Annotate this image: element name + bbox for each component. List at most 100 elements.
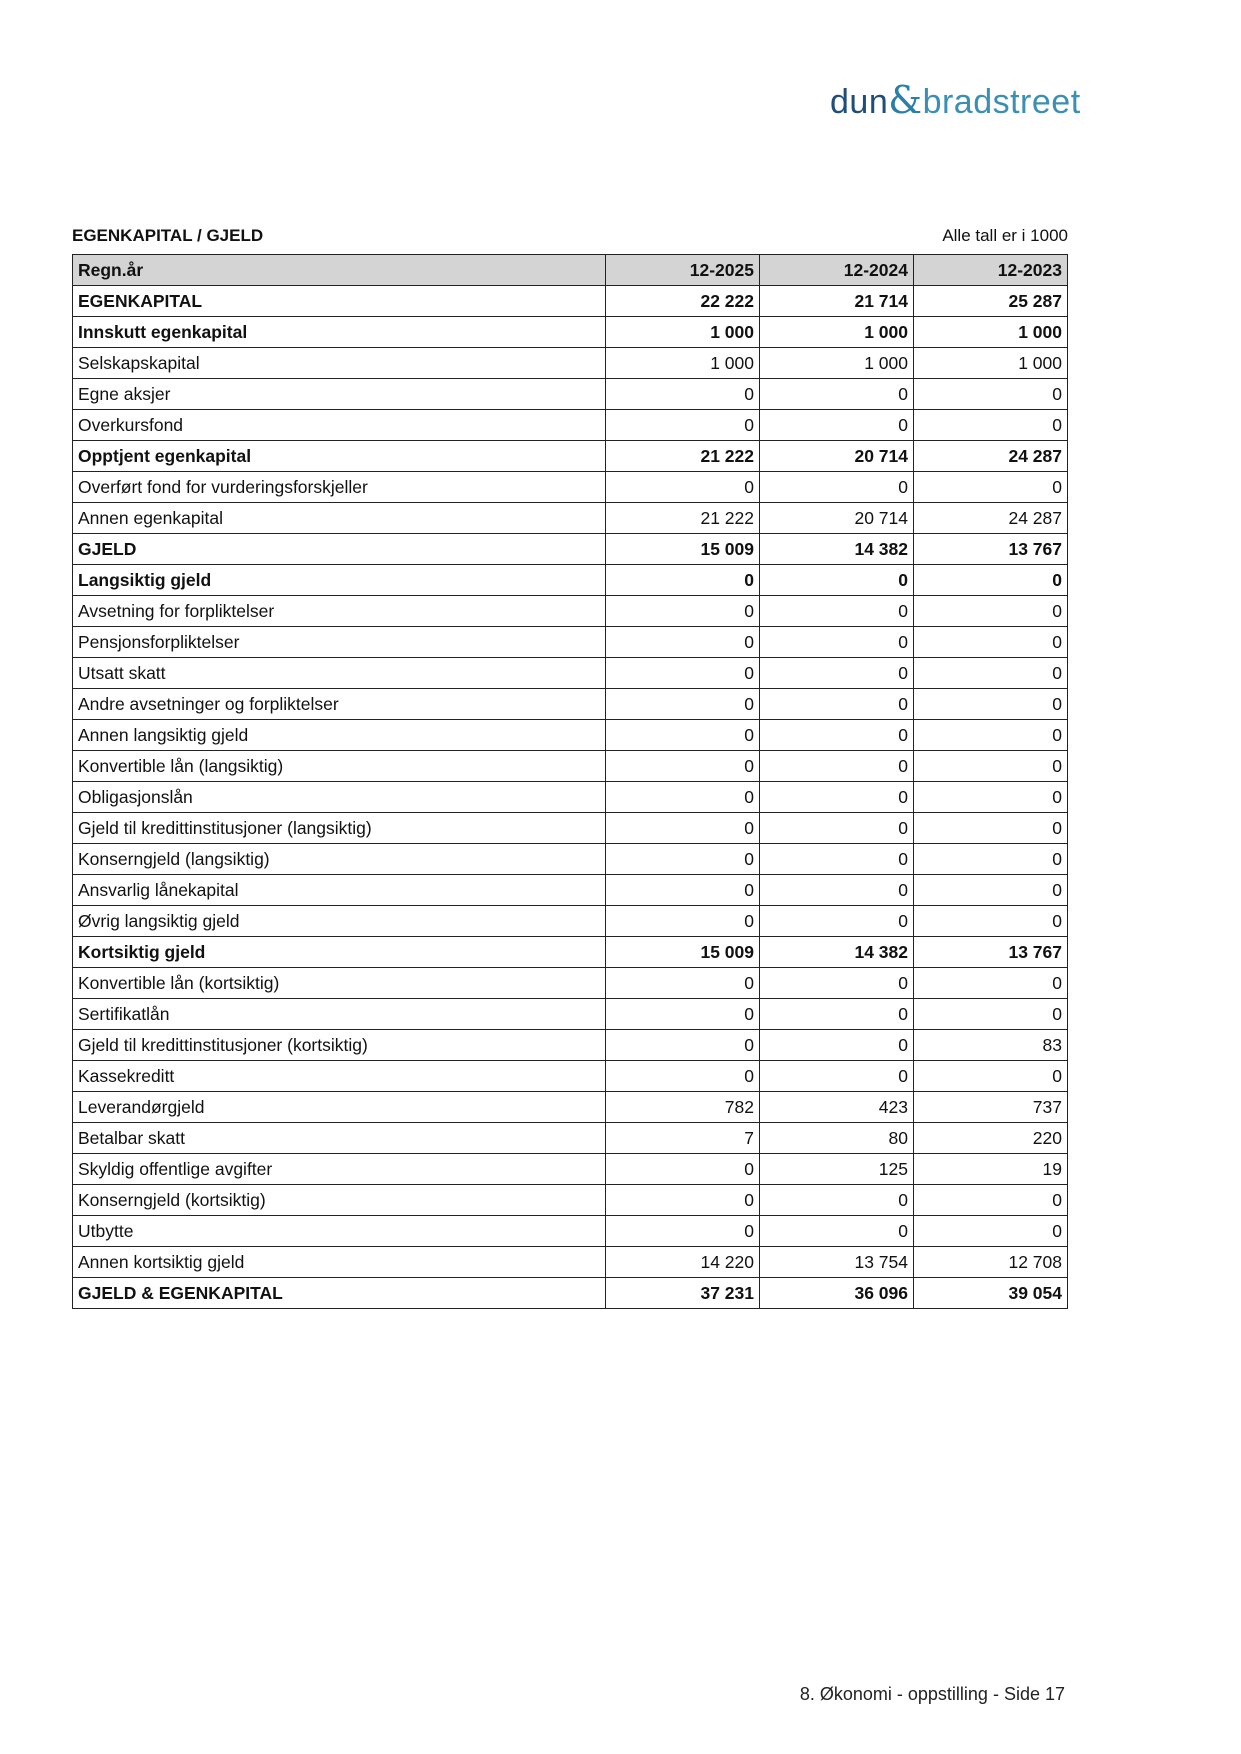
table-row: Kassekreditt 0 0 0 [72, 1060, 1068, 1092]
header-year: 12-2025 [605, 254, 760, 286]
row-value: 25 287 [913, 285, 1068, 317]
row-value: 0 [759, 657, 914, 689]
row-value: 36 096 [759, 1277, 914, 1309]
row-value: 14 382 [759, 936, 914, 968]
header-year: 12-2024 [759, 254, 914, 286]
row-value: 13 767 [913, 936, 1068, 968]
row-value: 0 [605, 657, 760, 689]
table-row: Betalbar skatt 7 80 220 [72, 1122, 1068, 1154]
row-value: 0 [759, 781, 914, 813]
table-row: Egne aksjer 0 0 0 [72, 378, 1068, 410]
table-row: Leverandørgjeld 782 423 737 [72, 1091, 1068, 1123]
row-value: 0 [759, 1184, 914, 1216]
row-label: Gjeld til kredittinstitusjoner (langsikt… [72, 812, 606, 844]
row-value: 83 [913, 1029, 1068, 1061]
row-value: 0 [759, 874, 914, 906]
row-value: 21 222 [605, 440, 760, 472]
balance-table: Regn.år 12-2025 12-2024 12-2023 EGENKAPI… [72, 254, 1068, 1309]
row-label: Egne aksjer [72, 378, 606, 410]
row-value: 19 [913, 1153, 1068, 1185]
row-value: 0 [759, 409, 914, 441]
table-row: GJELD & EGENKAPITAL 37 231 36 096 39 054 [72, 1277, 1068, 1309]
row-value: 0 [913, 905, 1068, 937]
row-label: EGENKAPITAL [72, 285, 606, 317]
row-value: 0 [759, 626, 914, 658]
row-label: GJELD [72, 533, 606, 565]
row-value: 0 [913, 626, 1068, 658]
row-value: 0 [913, 1215, 1068, 1247]
row-value: 0 [605, 1029, 760, 1061]
table-row: Konvertible lån (kortsiktig) 0 0 0 [72, 967, 1068, 999]
row-value: 0 [605, 1060, 760, 1092]
row-value: 0 [913, 750, 1068, 782]
row-label: Øvrig langsiktig gjeld [72, 905, 606, 937]
row-value: 0 [759, 812, 914, 844]
row-value: 0 [913, 657, 1068, 689]
row-value: 1 000 [605, 316, 760, 348]
row-value: 1 000 [913, 316, 1068, 348]
row-value: 0 [759, 378, 914, 410]
table-row: Annen egenkapital 21 222 20 714 24 287 [72, 502, 1068, 534]
row-value: 1 000 [605, 347, 760, 379]
row-value: 220 [913, 1122, 1068, 1154]
table-row: Konvertible lån (langsiktig) 0 0 0 [72, 750, 1068, 782]
table-row: Annen kortsiktig gjeld 14 220 13 754 12 708 [72, 1246, 1068, 1278]
header-year: 12-2023 [913, 254, 1068, 286]
table-row: EGENKAPITAL 22 222 21 714 25 287 [72, 285, 1068, 317]
row-value: 0 [913, 967, 1068, 999]
row-label: Annen kortsiktig gjeld [72, 1246, 606, 1278]
row-value: 0 [605, 595, 760, 627]
row-value: 0 [759, 967, 914, 999]
table-header-row: Regn.år 12-2025 12-2024 12-2023 [72, 254, 1068, 286]
row-label: Konvertible lån (kortsiktig) [72, 967, 606, 999]
row-value: 782 [605, 1091, 760, 1123]
row-label: Kassekreditt [72, 1060, 606, 1092]
row-value: 0 [605, 1153, 760, 1185]
row-value: 423 [759, 1091, 914, 1123]
row-value: 13 767 [913, 533, 1068, 565]
row-value: 0 [913, 1060, 1068, 1092]
row-label: Pensjonsforpliktelser [72, 626, 606, 658]
row-value: 737 [913, 1091, 1068, 1123]
row-value: 21 222 [605, 502, 760, 534]
row-value: 0 [605, 812, 760, 844]
row-value: 0 [913, 564, 1068, 596]
row-label: Innskutt egenkapital [72, 316, 606, 348]
row-label: Selskapskapital [72, 347, 606, 379]
row-value: 14 220 [605, 1246, 760, 1278]
row-label: Utsatt skatt [72, 657, 606, 689]
table-row: Overkursfond 0 0 0 [72, 409, 1068, 441]
row-value: 0 [913, 812, 1068, 844]
row-label: Skyldig offentlige avgifter [72, 1153, 606, 1185]
table-row: Sertifikatlån 0 0 0 [72, 998, 1068, 1030]
row-value: 15 009 [605, 533, 760, 565]
row-value: 0 [605, 626, 760, 658]
row-label: GJELD & EGENKAPITAL [72, 1277, 606, 1309]
section-title: EGENKAPITAL / GJELD [72, 226, 264, 245]
row-value: 15 009 [605, 936, 760, 968]
row-value: 1 000 [913, 347, 1068, 379]
table-row: Annen langsiktig gjeld 0 0 0 [72, 719, 1068, 751]
table-row: Konserngjeld (langsiktig) 0 0 0 [72, 843, 1068, 875]
row-value: 0 [605, 409, 760, 441]
row-value: 0 [759, 1029, 914, 1061]
row-value: 0 [759, 595, 914, 627]
row-label: Konserngjeld (kortsiktig) [72, 1184, 606, 1216]
table-row: Obligasjonslån 0 0 0 [72, 781, 1068, 813]
row-value: 0 [605, 719, 760, 751]
page-footer: 8. Økonomi - oppstilling - Side 17 [799, 1684, 1065, 1704]
logo-text-dun: dun [830, 83, 889, 121]
row-label: Overkursfond [72, 409, 606, 441]
row-value: 20 714 [759, 502, 914, 534]
row-value: 1 000 [759, 316, 914, 348]
table-row: Skyldig offentlige avgifter 0 125 19 [72, 1153, 1068, 1185]
row-value: 0 [759, 1060, 914, 1092]
row-value: 39 054 [913, 1277, 1068, 1309]
table-row: Øvrig langsiktig gjeld 0 0 0 [72, 905, 1068, 937]
table-row: Andre avsetninger og forpliktelser 0 0 0 [72, 688, 1068, 720]
row-value: 0 [913, 719, 1068, 751]
row-value: 0 [913, 409, 1068, 441]
logo-text-bradstreet: bradstreet [922, 83, 1081, 121]
row-value: 0 [605, 874, 760, 906]
table-row: Konserngjeld (kortsiktig) 0 0 0 [72, 1184, 1068, 1216]
